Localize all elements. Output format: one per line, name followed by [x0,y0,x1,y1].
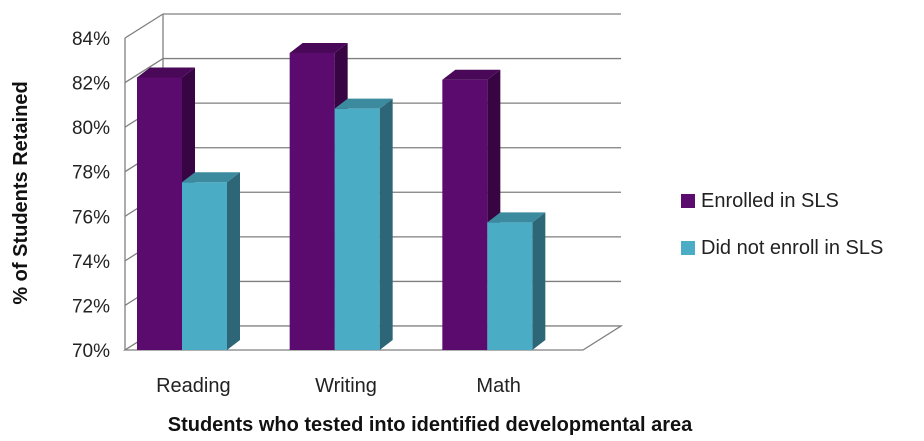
legend-swatch [681,241,695,255]
x-category-labels: Reading Writing Math [156,375,521,397]
legend-label: Did not enroll in SLS [701,237,883,259]
y-tick-label: 82% [72,74,110,95]
bar-side [532,212,546,350]
x-category-label: Reading [156,375,231,397]
bar-top [289,42,348,53]
chart-legend: Enrolled in SLS Did not enroll in SLS [681,190,883,259]
bar-reading-not-enrolled [182,172,240,350]
y-tick-label: 78% [72,163,110,184]
bar-top [442,69,501,80]
y-tick-label: 74% [72,252,110,273]
bar-top [182,172,240,183]
chart-bars [137,42,546,350]
bar-front [487,222,533,350]
y-axis-title: % of Students Retained [10,81,32,304]
y-tick-label: 76% [72,207,110,228]
bar-front [442,79,488,350]
legend-item: Did not enroll in SLS [681,237,883,259]
y-tick-label: 84% [72,29,110,50]
bar-front [334,108,380,350]
bar-math-not-enrolled [487,212,546,350]
legend-label: Enrolled in SLS [701,190,839,212]
bar-top [487,212,546,223]
bar-writing-not-enrolled [334,98,393,350]
bar-side [227,172,240,350]
y-tick-label: 80% [72,118,110,139]
x-category-label: Math [476,375,520,397]
x-axis-title: Students who tested into identified deve… [168,414,693,436]
legend-swatch [681,194,695,208]
bar-top [334,98,393,109]
legend-item: Enrolled in SLS [681,190,839,212]
bar-front [289,52,335,350]
x-category-label: Writing [315,375,377,397]
gridline-wall [124,13,164,39]
y-tick-labels: 70% 72% 74% 76% 78% 80% 82% 84% [72,29,110,362]
y-tick-label: 70% [72,341,110,362]
bar-front [182,182,227,350]
bar-top [137,67,195,78]
y-tick-label: 72% [72,296,110,317]
bar-front [137,77,182,350]
gridline-wall [124,58,164,84]
bar-side [379,98,393,350]
